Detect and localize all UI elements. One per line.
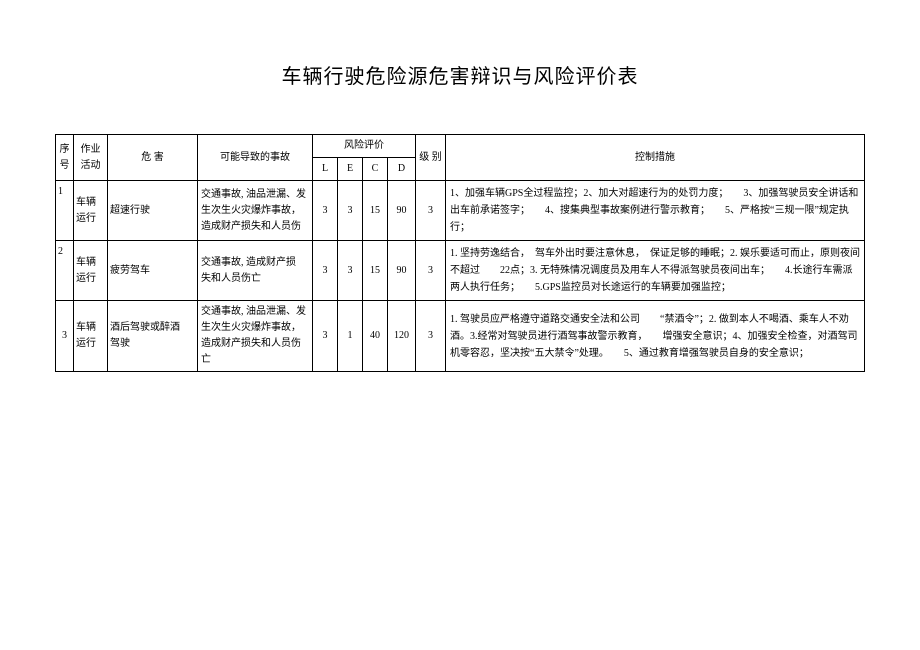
page-title: 车辆行驶危险源危害辩识与风险评价表 <box>55 60 865 89</box>
cell-seq: 2 <box>56 241 74 301</box>
cell-activity: 车辆运行 <box>74 181 108 241</box>
th-d: D <box>388 158 416 181</box>
cell-l: 3 <box>313 181 338 241</box>
cell-l: 3 <box>313 241 338 301</box>
th-activity: 作业活动 <box>74 135 108 181</box>
cell-e: 3 <box>338 181 363 241</box>
cell-c: 15 <box>363 181 388 241</box>
cell-seq: 3 <box>56 301 74 372</box>
cell-control: 1. 坚持劳逸结合， 驾车外出时要注意休息， 保证足够的睡眠；2. 娱乐要适可而… <box>446 241 865 301</box>
cell-level: 3 <box>416 301 446 372</box>
th-l: L <box>313 158 338 181</box>
th-seq: 序号 <box>56 135 74 181</box>
cell-e: 3 <box>338 241 363 301</box>
cell-hazard: 酒后驾驶或醉酒 驾驶 <box>108 301 198 372</box>
cell-e: 1 <box>338 301 363 372</box>
th-risk-eval: 风险评价 <box>313 135 416 158</box>
cell-activity: 车辆运行 <box>74 241 108 301</box>
cell-activity: 车辆运行 <box>74 301 108 372</box>
cell-accident: 交通事故, 造成财产损 失和人员伤亡 <box>198 241 313 301</box>
cell-d: 120 <box>388 301 416 372</box>
table-row: 3 车辆运行 酒后驾驶或醉酒 驾驶 交通事故, 油品泄漏、发生次生火灾爆炸事故，… <box>56 301 865 372</box>
cell-c: 40 <box>363 301 388 372</box>
cell-seq: 1 <box>56 181 74 241</box>
cell-control: 1. 驾驶员应严格遵守道路交通安全法和公司 “禁酒令”；2. 做到本人不喝酒、乘… <box>446 301 865 372</box>
cell-level: 3 <box>416 181 446 241</box>
th-control: 控制措施 <box>446 135 865 181</box>
cell-d: 90 <box>388 181 416 241</box>
risk-table: 序号 作业活动 危 害 可能导致的事故 风险评价 级 别 控制措施 L E C … <box>55 134 865 372</box>
cell-accident: 交通事故, 油品泄漏、发生次生火灾爆炸事故，造成财产损失和人员伤亡 <box>198 301 313 372</box>
th-level: 级 别 <box>416 135 446 181</box>
cell-accident: 交通事故, 油品泄漏、发 生次生火灾爆炸事故， 造成财产损失和人员伤 <box>198 181 313 241</box>
cell-hazard: 超速行驶 <box>108 181 198 241</box>
cell-c: 15 <box>363 241 388 301</box>
cell-d: 90 <box>388 241 416 301</box>
table-row: 2 车辆运行 疲劳驾车 交通事故, 造成财产损 失和人员伤亡 3 3 15 90… <box>56 241 865 301</box>
th-e: E <box>338 158 363 181</box>
cell-l: 3 <box>313 301 338 372</box>
cell-control: 1、加强车辆GPS全过程监控；2、加大对超速行为的处罚力度； 3、加强驾驶员安全… <box>446 181 865 241</box>
cell-level: 3 <box>416 241 446 301</box>
th-accident: 可能导致的事故 <box>198 135 313 181</box>
table-row: 1 车辆运行 超速行驶 交通事故, 油品泄漏、发 生次生火灾爆炸事故， 造成财产… <box>56 181 865 241</box>
cell-hazard: 疲劳驾车 <box>108 241 198 301</box>
th-c: C <box>363 158 388 181</box>
th-hazard: 危 害 <box>108 135 198 181</box>
